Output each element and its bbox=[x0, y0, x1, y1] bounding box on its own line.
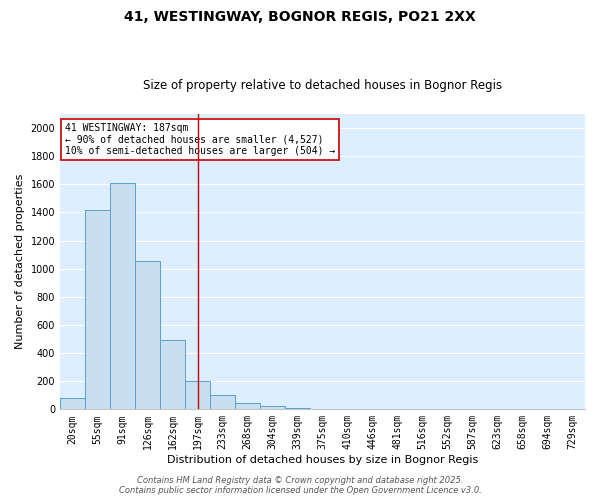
Text: 41, WESTINGWAY, BOGNOR REGIS, PO21 2XX: 41, WESTINGWAY, BOGNOR REGIS, PO21 2XX bbox=[124, 10, 476, 24]
Bar bbox=[135, 261, 160, 410]
Title: Size of property relative to detached houses in Bognor Regis: Size of property relative to detached ho… bbox=[143, 79, 502, 92]
Text: 41 WESTINGWAY: 187sqm
← 90% of detached houses are smaller (4,527)
10% of semi-d: 41 WESTINGWAY: 187sqm ← 90% of detached … bbox=[65, 123, 335, 156]
Bar bbox=[260, 406, 285, 409]
Bar bbox=[160, 340, 185, 409]
Bar bbox=[285, 408, 310, 410]
Bar bbox=[60, 398, 85, 409]
Bar bbox=[235, 403, 260, 409]
Text: Contains HM Land Registry data © Crown copyright and database right 2025.
Contai: Contains HM Land Registry data © Crown c… bbox=[119, 476, 481, 495]
Bar bbox=[85, 210, 110, 410]
X-axis label: Distribution of detached houses by size in Bognor Regis: Distribution of detached houses by size … bbox=[167, 455, 478, 465]
Bar bbox=[310, 408, 335, 410]
Bar bbox=[185, 380, 210, 410]
Bar bbox=[110, 183, 135, 410]
Y-axis label: Number of detached properties: Number of detached properties bbox=[15, 174, 25, 350]
Bar bbox=[210, 394, 235, 409]
